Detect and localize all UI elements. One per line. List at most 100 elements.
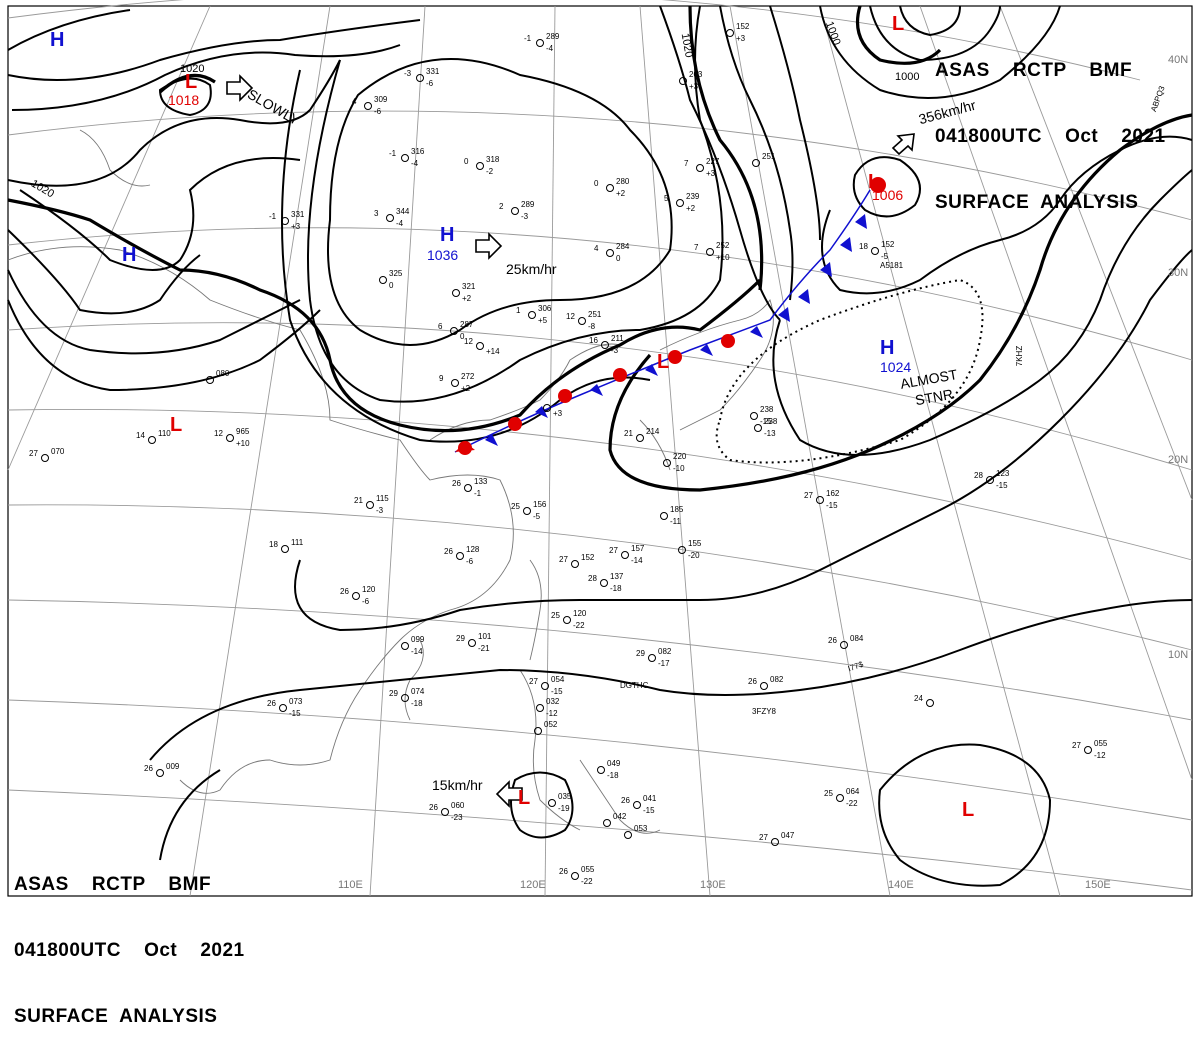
station-pressure: 099 xyxy=(411,635,425,644)
station-marker xyxy=(511,207,519,215)
station-pressure: 152 xyxy=(881,240,895,249)
station-pressure: 074 xyxy=(411,687,425,696)
station-temperature: 26 xyxy=(828,636,837,645)
station-pressure: 965 xyxy=(236,427,250,436)
station-marker xyxy=(621,551,629,559)
station-pressure: 331 xyxy=(291,210,305,219)
station-marker xyxy=(548,799,556,807)
station-tendency: -19 xyxy=(558,804,570,813)
station-marker xyxy=(678,546,686,554)
station-marker xyxy=(450,327,458,335)
station-temperature: 4 xyxy=(594,244,599,253)
station-marker xyxy=(563,616,571,624)
station-tendency: -15 xyxy=(826,501,838,510)
station-pressure: 316 xyxy=(411,147,425,156)
station-tendency: +2 xyxy=(461,384,471,393)
station-pressure: 073 xyxy=(289,697,303,706)
station-marker xyxy=(597,766,605,774)
station-tendency: +3 xyxy=(706,169,716,178)
station-tendency: -4 xyxy=(396,219,404,228)
station-marker xyxy=(352,592,360,600)
station-marker xyxy=(379,276,387,284)
high-pressure-center: H xyxy=(122,244,137,266)
station-marker xyxy=(476,162,484,170)
station-tendency: -5 xyxy=(881,252,889,261)
station-temperature: 26 xyxy=(621,796,630,805)
station-marker xyxy=(364,102,372,110)
station-temperature: 26 xyxy=(340,587,349,596)
station-temperature: 18 xyxy=(859,242,868,251)
station-marker xyxy=(456,552,464,560)
station-temperature: 18 xyxy=(269,540,278,549)
longitude-label: 130E xyxy=(700,879,726,891)
station-marker xyxy=(401,154,409,162)
isobar-label: 1020 xyxy=(28,177,57,201)
station-pressure: 289 xyxy=(521,200,535,209)
station-pressure: 284 xyxy=(616,242,630,251)
station-pressure: 318 xyxy=(486,155,500,164)
station-pressure: 128 xyxy=(466,545,480,554)
station-tendency: -4 xyxy=(411,159,419,168)
isobar-label: 1020 xyxy=(678,32,695,59)
latitude-label: 20N xyxy=(1168,454,1189,466)
station-tendency: -20 xyxy=(688,551,700,560)
isobar-label: 1000 xyxy=(895,71,920,83)
station-tendency: -6 xyxy=(466,557,474,566)
station-pressure: 115 xyxy=(376,494,389,503)
station-pressure: 101 xyxy=(478,632,492,641)
station-temperature: 27 xyxy=(529,677,538,686)
station-pressure: 309 xyxy=(374,95,388,104)
station-temperature: 12 xyxy=(464,337,473,346)
station-marker xyxy=(754,424,762,432)
station-pressure: 032 xyxy=(546,697,560,706)
isobar-label: 1020 xyxy=(180,63,205,75)
ship-callsign: 7KHZ xyxy=(1015,345,1025,367)
station-tendency: -15 xyxy=(760,417,772,426)
station-pressure: 251 xyxy=(588,310,602,319)
station-marker xyxy=(528,311,536,319)
station-tendency: +3 xyxy=(291,222,301,231)
station-tendency: -21 xyxy=(478,644,490,653)
station-tendency: -1 xyxy=(474,489,482,498)
station-marker xyxy=(600,579,608,587)
station-marker xyxy=(401,642,409,650)
longitude-label: 120E xyxy=(520,879,546,891)
station-tendency: +10 xyxy=(716,253,730,262)
station-marker xyxy=(571,872,579,880)
station-pressure: 070 xyxy=(51,447,65,456)
station-pressure: 280 xyxy=(616,177,630,186)
station-tendency: -17 xyxy=(658,659,670,668)
station-tendency: +2 xyxy=(686,204,696,213)
station-tendency: -15 xyxy=(289,709,301,718)
station-tendency: -3 xyxy=(376,506,384,515)
station-marker xyxy=(603,819,611,827)
station-tendency: +14 xyxy=(486,347,500,356)
station-marker xyxy=(663,459,671,467)
station-marker xyxy=(401,694,409,702)
header-line-1: ASAS RCTP BMF xyxy=(935,60,1133,81)
station-temperature: 27 xyxy=(1072,741,1081,750)
station-marker xyxy=(476,342,484,350)
station-temperature: 1 xyxy=(516,306,521,315)
low-pressure-center: L xyxy=(868,171,881,193)
station-marker xyxy=(578,317,586,325)
movement-label: 25km/hr xyxy=(506,261,557,277)
station-pressure: 252 xyxy=(716,241,730,250)
station-pressure: 080 xyxy=(216,369,230,378)
station-temperature: -1 xyxy=(389,149,397,158)
station-marker xyxy=(752,159,760,167)
station-pressure: 054 xyxy=(551,675,565,684)
station-pressure: 052 xyxy=(544,720,558,729)
station-marker xyxy=(148,436,156,444)
station-marker xyxy=(543,404,551,412)
station-pressure: 133 xyxy=(474,477,488,486)
ship-callsign: 3FZY8 xyxy=(752,707,777,716)
station-pressure: 055 xyxy=(1094,739,1108,748)
station-temperature: 29 xyxy=(456,634,465,643)
latitude-label: 30N xyxy=(1168,267,1189,279)
station-tendency: +2 xyxy=(616,189,626,198)
station-pressure: 272 xyxy=(461,372,475,381)
station-marker xyxy=(606,184,614,192)
low-pressure-center: L xyxy=(185,71,198,93)
station-tendency: +2 xyxy=(462,294,472,303)
